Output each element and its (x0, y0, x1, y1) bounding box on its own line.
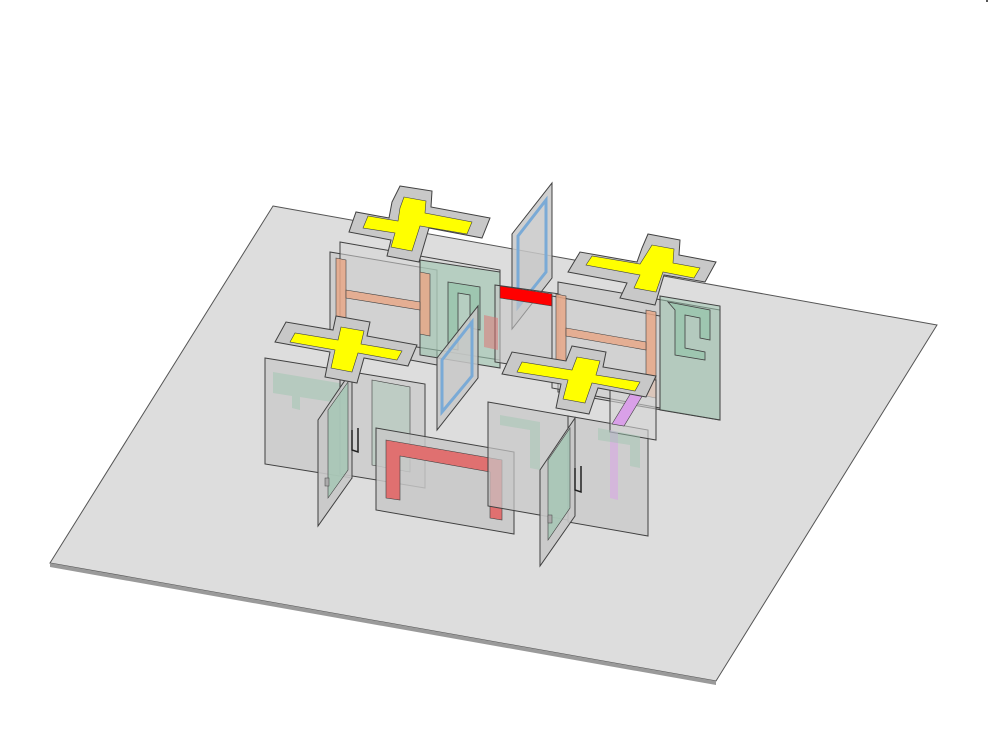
ground-plane-edge (50, 563, 716, 685)
corner-marker (986, 0, 988, 2)
green-hook-trace (666, 301, 711, 361)
cross-pad-back-left (348, 185, 491, 263)
green-door-panel (547, 427, 571, 541)
cross-pad-front-right (501, 345, 657, 415)
green-door-panel (327, 381, 349, 499)
blue-frame-panel-left (436, 304, 479, 432)
cross-pad-front-left (274, 315, 418, 384)
door-hook (351, 428, 359, 454)
door-hook (574, 466, 582, 494)
cross-pad-back-right (567, 233, 717, 306)
cell-back-left (329, 241, 501, 369)
cell-front-right (487, 374, 657, 568)
green-panel (500, 415, 540, 470)
green-panel (273, 372, 345, 410)
green-panel (598, 428, 640, 468)
